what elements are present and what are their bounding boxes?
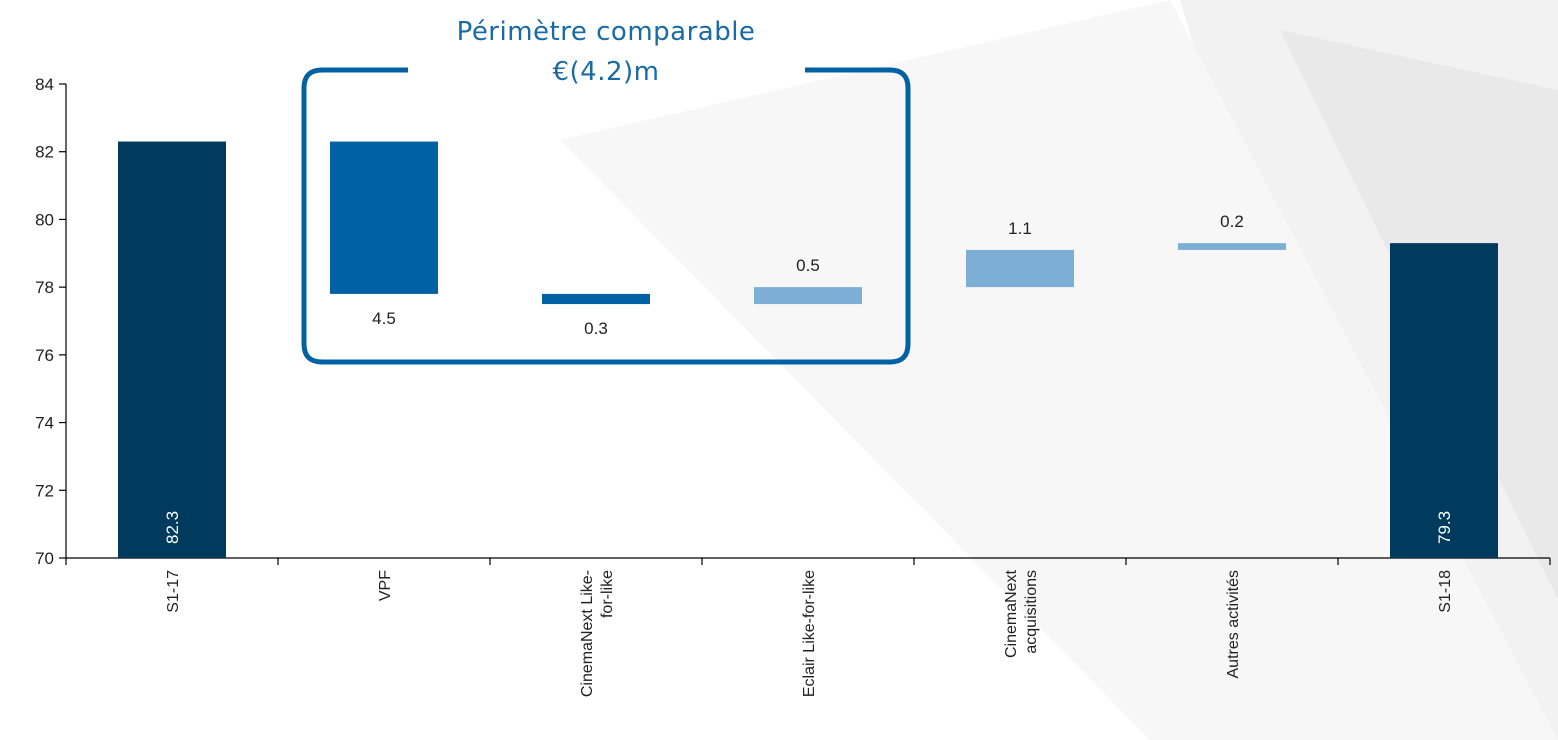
data-label: 0.5	[796, 256, 820, 275]
y-tick-label: 84	[35, 75, 54, 94]
bar-2	[542, 293, 650, 305]
axes: 70 72 74 76 78 80 82 84	[35, 75, 1551, 568]
category-label: for-like	[599, 570, 616, 618]
category-label: S1-18	[1437, 570, 1454, 613]
bar-0	[118, 141, 226, 559]
y-tick-label: 80	[35, 210, 54, 229]
data-label: 0.2	[1220, 212, 1244, 231]
labels: 82.3 S1-17 4.5 VPF 0.3 CinemaNext Like-for-li…	[163, 212, 1454, 697]
category-label: CinemaNext Like-	[579, 570, 596, 697]
bar-5	[1178, 243, 1286, 250]
bar-1	[330, 141, 438, 294]
y-tick-label: 82	[35, 143, 54, 162]
data-label: 0.3	[584, 319, 608, 338]
category-label: CinemaNext	[1003, 569, 1020, 658]
bar-6	[1390, 243, 1498, 558]
category-label: VPF	[377, 570, 394, 601]
y-tick-label: 72	[35, 481, 54, 500]
callout-value: €(4.2)m	[552, 57, 659, 87]
y-tick-label: 70	[35, 549, 54, 568]
callout-title: Périmètre comparable	[457, 17, 756, 47]
data-label: 79.3	[1435, 511, 1454, 544]
category-label: S1-17	[165, 570, 182, 613]
category-label: acquisitions	[1023, 570, 1040, 654]
callout-box: Périmètre comparable €(4.2)m	[301, 17, 911, 365]
bar-3	[754, 287, 862, 305]
y-tick-label: 78	[35, 278, 54, 297]
y-tick-label: 76	[35, 346, 54, 365]
data-label: 82.3	[163, 511, 182, 544]
y-tick-label: 74	[35, 414, 54, 433]
category-label: Autres activités	[1225, 570, 1242, 678]
data-label: 1.1	[1008, 219, 1032, 238]
category-label: Eclair Like-for-like	[801, 570, 818, 697]
callout-border	[301, 67, 911, 365]
data-label: 4.5	[372, 309, 396, 328]
bars	[118, 141, 1498, 559]
bar-4	[966, 249, 1074, 288]
